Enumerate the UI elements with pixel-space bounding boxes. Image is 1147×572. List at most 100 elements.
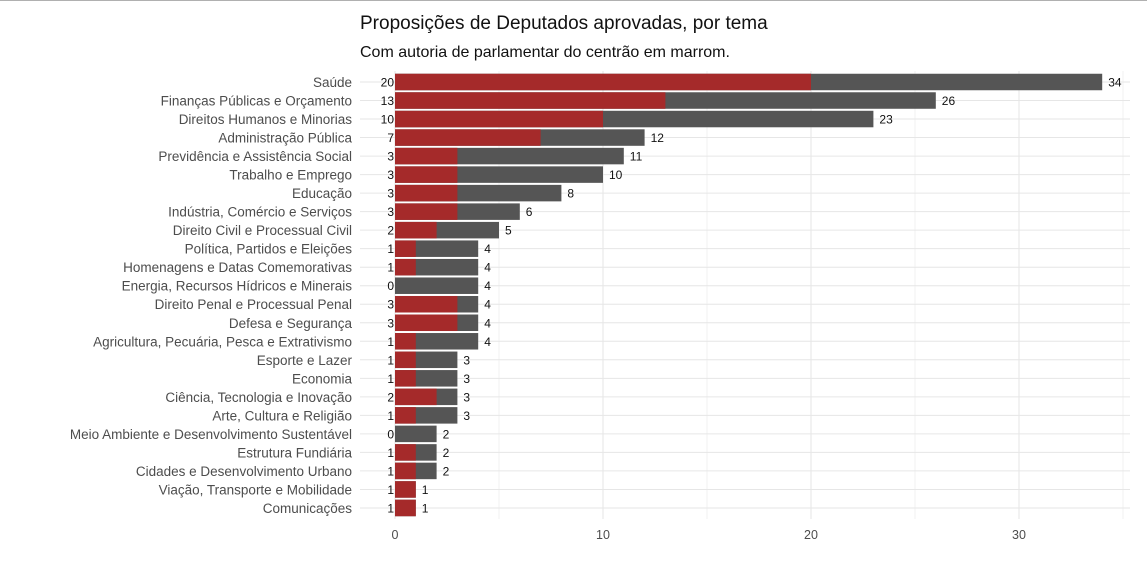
category-label: Agricultura, Pecuária, Pesca e Extrativi… <box>93 334 352 349</box>
centrao-value-label: 1 <box>387 409 394 423</box>
centrao-value-label: 3 <box>387 298 394 312</box>
centrao-value-label: 1 <box>387 501 394 515</box>
total-value-label: 4 <box>484 298 491 312</box>
centrao-bar <box>395 462 416 480</box>
centrao-bar <box>395 203 458 220</box>
centrao-value-label: 3 <box>387 150 394 164</box>
total-value-label: 34 <box>1108 76 1122 90</box>
centrao-bar <box>395 166 458 183</box>
total-value-label: 2 <box>443 427 450 441</box>
category-label: Cidades e Desenvolvimento Urbano <box>136 464 352 479</box>
total-value-label: 12 <box>651 131 665 145</box>
category-label: Homenagens e Datas Comemorativas <box>123 260 352 275</box>
centrao-value-label: 1 <box>387 464 394 478</box>
centrao-value-label: 3 <box>387 205 394 219</box>
centrao-value-label: 3 <box>387 168 394 182</box>
chart-subtitle: Com autoria de parlamentar do centrão em… <box>360 44 730 61</box>
total-value-label: 3 <box>463 409 470 423</box>
centrao-value-label: 2 <box>387 390 394 404</box>
centrao-bar <box>395 92 666 109</box>
total-value-label: 3 <box>463 353 470 367</box>
chart-title: Proposições de Deputados aprovadas, por … <box>360 13 768 34</box>
centrao-value-label: 1 <box>387 353 394 367</box>
category-label: Finanças Públicas e Orçamento <box>161 94 352 109</box>
total-value-label: 26 <box>942 94 956 108</box>
total-value-label: 1 <box>422 483 429 497</box>
x-tick-label: 30 <box>1012 528 1026 542</box>
centrao-bar <box>395 444 416 461</box>
centrao-bar <box>395 388 437 406</box>
centrao-value-label: 0 <box>387 427 394 441</box>
category-label: Arte, Cultura e Religião <box>212 408 352 423</box>
category-label: Saúde <box>313 75 352 90</box>
total-value-label: 8 <box>567 187 574 201</box>
total-value-label: 6 <box>526 205 533 219</box>
centrao-value-label: 3 <box>387 187 394 201</box>
total-value-label: 2 <box>443 446 450 460</box>
category-label: Estrutura Fundiária <box>237 445 352 460</box>
centrao-bar <box>395 221 437 239</box>
centrao-bar <box>395 407 416 424</box>
category-label: Previdência e Assistência Social <box>158 149 352 164</box>
total-value-label: 5 <box>505 224 512 238</box>
centrao-value-label: 20 <box>381 76 395 90</box>
category-label: Viação, Transporte e Mobilidade <box>159 482 352 497</box>
total-value-label: 4 <box>484 335 491 349</box>
centrao-bar <box>395 295 458 313</box>
centrao-value-label: 3 <box>387 316 394 330</box>
x-tick-label: 0 <box>392 528 399 542</box>
centrao-bar <box>395 184 458 202</box>
centrao-bar <box>395 240 416 257</box>
x-tick-label: 10 <box>596 528 610 542</box>
centrao-value-label: 1 <box>387 261 394 275</box>
total-value-label: 3 <box>463 372 470 386</box>
total-value-label: 10 <box>609 168 623 182</box>
centrao-value-label: 1 <box>387 335 394 349</box>
centrao-value-label: 7 <box>387 131 394 145</box>
centrao-bar <box>395 351 416 369</box>
centrao-bar <box>395 258 416 276</box>
bars <box>395 73 1103 517</box>
centrao-value-label: 0 <box>387 279 394 293</box>
centrao-value-label: 13 <box>381 94 395 108</box>
centrao-bar <box>395 129 541 146</box>
centrao-value-label: 1 <box>387 372 394 386</box>
category-label: Administração Pública <box>218 131 352 146</box>
total-value-label: 2 <box>443 464 450 478</box>
centrao-value-label: 1 <box>387 242 394 256</box>
category-label: Economia <box>292 371 353 386</box>
category-label: Política, Partidos e Eleições <box>185 242 353 257</box>
total-bar <box>395 425 437 443</box>
category-label: Direito Civil e Processual Civil <box>173 223 352 238</box>
centrao-bar <box>395 333 416 350</box>
centrao-bar <box>395 147 458 165</box>
total-value-label: 23 <box>879 113 893 127</box>
total-value-label: 11 <box>630 150 643 164</box>
category-label: Esporte e Lazer <box>257 353 353 368</box>
centrao-bar <box>395 370 416 387</box>
total-value-label: 4 <box>484 261 491 275</box>
centrao-bar <box>395 499 416 517</box>
centrao-bar <box>395 314 458 332</box>
centrao-value-label: 1 <box>387 446 394 460</box>
category-label: Indústria, Comércio e Serviços <box>168 205 352 220</box>
total-value-label: 4 <box>484 279 491 293</box>
category-label: Defesa e Segurança <box>229 316 353 331</box>
centrao-bar <box>395 73 811 91</box>
category-label: Direito Penal e Processual Penal <box>155 297 352 312</box>
category-label: Ciência, Tecnologia e Inovação <box>165 390 352 405</box>
total-bar <box>395 277 479 294</box>
centrao-value-label: 10 <box>381 113 395 127</box>
category-label: Energia, Recursos Hídricos e Minerais <box>122 279 353 294</box>
category-label: Meio Ambiente e Desenvolvimento Sustentá… <box>70 427 352 442</box>
category-label: Trabalho e Emprego <box>229 168 352 183</box>
category-label: Direitos Humanos e Minorias <box>179 112 353 127</box>
centrao-bar <box>395 481 416 498</box>
category-label: Comunicações <box>263 501 353 516</box>
total-value-label: 4 <box>484 242 491 256</box>
x-tick-label: 20 <box>804 528 818 542</box>
total-value-label: 3 <box>463 390 470 404</box>
total-value-label: 4 <box>484 316 491 330</box>
